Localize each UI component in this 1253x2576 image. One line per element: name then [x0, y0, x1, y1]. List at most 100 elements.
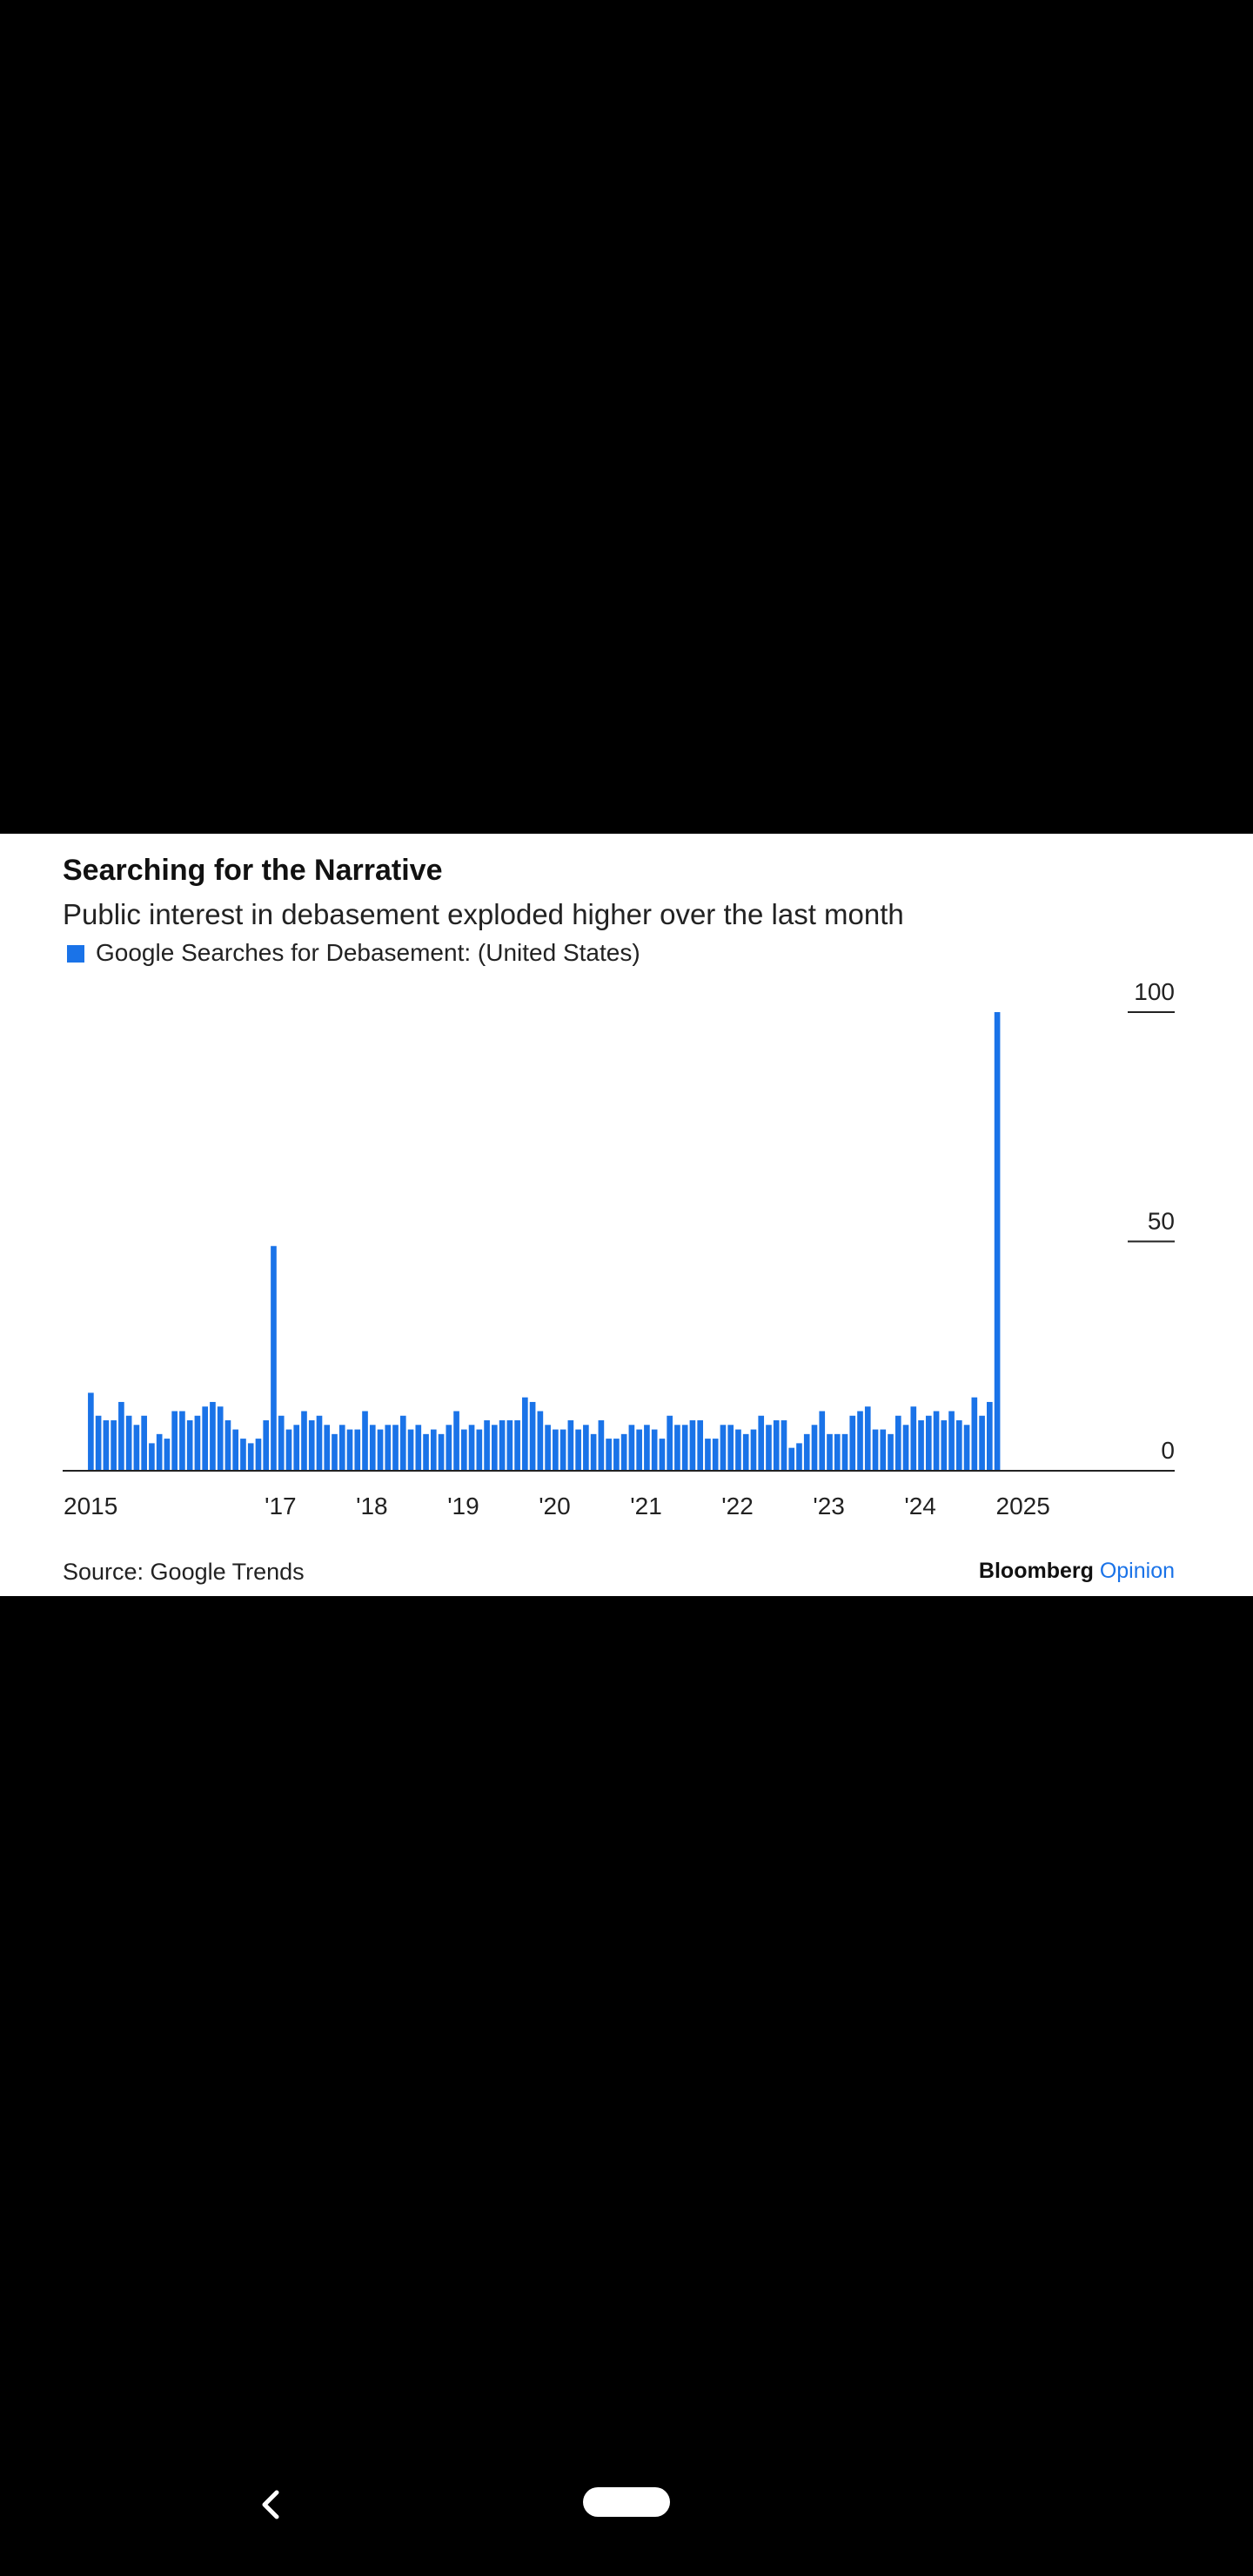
x-tick-label: '17 — [265, 1493, 297, 1519]
bar — [864, 1406, 871, 1471]
y-tick-label: 100 — [1134, 978, 1175, 1005]
bar — [788, 1447, 795, 1471]
bar — [271, 1245, 277, 1471]
bar — [659, 1439, 666, 1471]
bar — [202, 1406, 209, 1471]
source-note: Source: Google Trends — [63, 1559, 305, 1585]
bar — [362, 1411, 368, 1471]
bar — [553, 1429, 559, 1471]
bar — [156, 1433, 163, 1471]
bar — [933, 1411, 940, 1471]
back-button[interactable] — [244, 2477, 299, 2532]
bar — [247, 1443, 254, 1471]
bar — [811, 1425, 818, 1471]
bar — [141, 1415, 147, 1471]
x-tick-label: '18 — [356, 1493, 388, 1519]
bar — [194, 1415, 201, 1471]
bar — [301, 1411, 307, 1471]
bar — [392, 1425, 399, 1471]
bar — [681, 1425, 688, 1471]
bar — [620, 1433, 627, 1471]
bar — [827, 1433, 833, 1471]
bar — [918, 1420, 924, 1471]
bar — [910, 1406, 917, 1471]
bar — [468, 1425, 475, 1471]
bar — [232, 1429, 239, 1471]
bar — [460, 1429, 467, 1471]
bar — [819, 1411, 826, 1471]
bar — [210, 1401, 216, 1471]
brand-accent: Opinion — [1100, 1559, 1175, 1583]
bar — [963, 1425, 970, 1471]
bar — [125, 1415, 132, 1471]
bar — [369, 1425, 376, 1471]
bar — [316, 1415, 323, 1471]
bar — [354, 1429, 361, 1471]
brand-logo: Bloomberg Opinion — [979, 1559, 1175, 1583]
bar — [971, 1397, 978, 1471]
bar — [872, 1429, 879, 1471]
bar — [636, 1429, 642, 1471]
x-tick-label: '21 — [630, 1493, 662, 1519]
bar — [430, 1429, 437, 1471]
bar — [377, 1429, 384, 1471]
chart-title: Searching for the Narrative — [63, 854, 442, 887]
bar — [598, 1420, 605, 1471]
bar — [880, 1429, 887, 1471]
bar — [834, 1433, 841, 1471]
bar — [857, 1411, 863, 1471]
bar — [484, 1420, 490, 1471]
bar — [545, 1425, 551, 1471]
bar — [758, 1415, 765, 1471]
bar — [781, 1420, 787, 1471]
home-button[interactable] — [583, 2487, 670, 2517]
bar — [240, 1439, 246, 1471]
x-tick-label: 2025 — [996, 1493, 1050, 1519]
bar — [308, 1420, 315, 1471]
bar — [149, 1443, 155, 1471]
bar — [888, 1433, 894, 1471]
bar — [705, 1439, 711, 1471]
legend-swatch — [67, 945, 84, 963]
bar — [263, 1420, 270, 1471]
bar — [324, 1425, 331, 1471]
bar — [332, 1433, 338, 1471]
bar — [164, 1439, 171, 1471]
bar — [111, 1420, 117, 1471]
bar — [583, 1425, 589, 1471]
bar — [796, 1443, 802, 1471]
bar — [95, 1415, 102, 1471]
bar — [689, 1420, 696, 1471]
bar — [522, 1397, 528, 1471]
bar — [941, 1420, 948, 1471]
bar — [278, 1415, 285, 1471]
bar — [644, 1425, 650, 1471]
y-axis: 100 50 0 — [1128, 978, 1175, 1464]
legend-label: Google Searches for Debasement: (United … — [96, 939, 640, 966]
bar — [773, 1420, 780, 1471]
bar — [849, 1415, 856, 1471]
bar — [727, 1425, 734, 1471]
bar — [171, 1411, 178, 1471]
bar — [902, 1425, 909, 1471]
bar — [742, 1433, 749, 1471]
x-tick-label: '23 — [813, 1493, 845, 1519]
bar-series — [88, 1012, 1001, 1471]
chart: Searching for the Narrative Public inter… — [63, 854, 1175, 1585]
bar — [841, 1433, 848, 1471]
bar — [506, 1420, 513, 1471]
bar — [438, 1433, 445, 1471]
bar — [179, 1411, 185, 1471]
bar — [628, 1425, 635, 1471]
bar — [651, 1429, 658, 1471]
bar — [499, 1420, 506, 1471]
brand-name: Bloomberg — [979, 1559, 1094, 1583]
bar — [567, 1420, 574, 1471]
bar — [925, 1415, 932, 1471]
bar — [803, 1433, 810, 1471]
bar — [492, 1425, 498, 1471]
bar — [446, 1425, 452, 1471]
bar — [217, 1406, 224, 1471]
bar — [559, 1429, 566, 1471]
bar — [766, 1425, 772, 1471]
